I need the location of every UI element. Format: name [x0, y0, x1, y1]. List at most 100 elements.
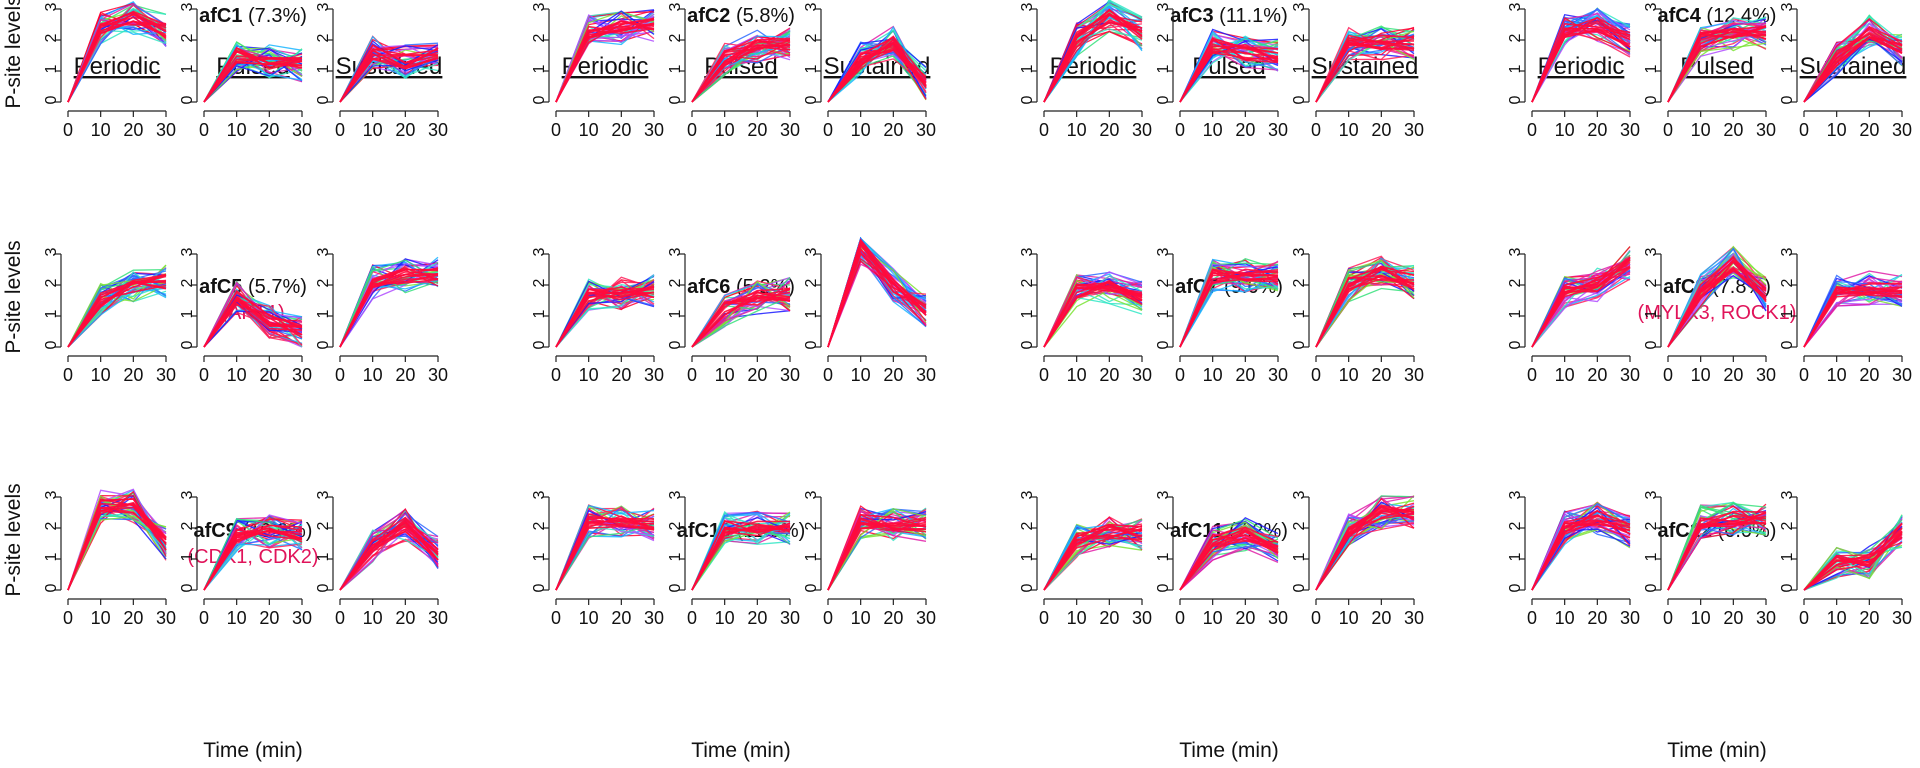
x-tick-label: 30 [292, 120, 312, 140]
y-tick-label: 1 [667, 552, 684, 561]
x-tick-label: 10 [1203, 608, 1223, 628]
cluster-name: afC1 [199, 5, 242, 27]
x-tick-label: 0 [1039, 120, 1049, 140]
x-tick-label: 20 [1587, 365, 1607, 385]
y-tick-label: 1 [803, 309, 820, 318]
y-tick-label: 2 [1155, 521, 1172, 530]
series-line-pulsed [691, 46, 791, 103]
x-tick-label: 0 [199, 365, 209, 385]
y-tick-label: 0 [315, 340, 332, 349]
x-tick-label: 0 [199, 120, 209, 140]
y-tick-label: 0 [1019, 95, 1036, 104]
x-tick-label: 20 [1235, 120, 1255, 140]
x-tick-label: 10 [1827, 365, 1847, 385]
x-tick-label: 20 [883, 365, 903, 385]
x-tick-label: 30 [292, 608, 312, 628]
y-tick-label: 3 [1291, 2, 1308, 11]
x-tick-label: 0 [687, 608, 697, 628]
y-tick-label: 0 [1507, 340, 1524, 349]
series-line-pulsed [691, 297, 791, 348]
y-tick-label: 1 [531, 309, 548, 318]
y-tick-label: 2 [179, 521, 196, 530]
profile-line [691, 511, 791, 591]
x-tick-label: 10 [91, 365, 111, 385]
x-tick-label: 30 [428, 608, 448, 628]
x-tick-label: 0 [1799, 608, 1809, 628]
series-line-pulsed [1179, 526, 1279, 591]
y-tick-label: 1 [1019, 309, 1036, 318]
x-tick-label: 0 [1799, 365, 1809, 385]
y-tick-label: 0 [43, 583, 60, 592]
x-tick-label: 20 [1723, 365, 1743, 385]
x-tick-label: 10 [1067, 608, 1087, 628]
x-tick-label: 30 [1892, 608, 1912, 628]
y-tick-label: 3 [43, 490, 60, 499]
x-tick-label: 10 [579, 365, 599, 385]
y-tick-label: 3 [1155, 490, 1172, 499]
y-tick-label: 1 [43, 309, 60, 318]
series-line-pulsed [203, 289, 303, 348]
profile-line [67, 0, 167, 103]
y-tick-label: 1 [179, 309, 196, 318]
series-line-sustained [827, 38, 927, 103]
y-tick-label: 3 [1779, 247, 1796, 256]
profile-line [1179, 276, 1279, 348]
y-tick-label: 1 [43, 552, 60, 561]
x-tick-label: 20 [1235, 365, 1255, 385]
x-tick-label: 10 [227, 608, 247, 628]
profile-line [555, 14, 655, 103]
y-tick-label: 3 [179, 247, 196, 256]
x-tick-label: 10 [227, 120, 247, 140]
y-tick-label: 2 [667, 33, 684, 42]
y-tick-label: 2 [43, 33, 60, 42]
x-tick-label: 0 [1311, 608, 1321, 628]
profile-line [1531, 503, 1631, 591]
series-line-periodic [555, 513, 655, 591]
y-tick-label: 0 [1779, 340, 1796, 349]
y-tick-label: 3 [179, 490, 196, 499]
y-tick-label: 3 [1291, 490, 1308, 499]
y-tick-label: 0 [531, 95, 548, 104]
x-tick-label: 20 [259, 120, 279, 140]
x-tick-label: 10 [1555, 608, 1575, 628]
x-tick-label: 30 [916, 120, 936, 140]
series-line-sustained [339, 49, 439, 103]
x-tick-label: 0 [63, 608, 73, 628]
series-line-sustained [339, 44, 439, 103]
y-axis-label: P-site levels [2, 483, 25, 596]
x-tick-label: 0 [823, 608, 833, 628]
x-tick-label: 10 [363, 120, 383, 140]
y-tick-label: 2 [179, 278, 196, 287]
cluster-title: afC1 (7.3%) [199, 5, 307, 27]
x-tick-label: 20 [395, 608, 415, 628]
y-tick-label: 1 [1155, 64, 1172, 73]
y-tick-label: 3 [803, 247, 820, 256]
y-tick-label: 3 [531, 2, 548, 11]
x-tick-label: 30 [1620, 608, 1640, 628]
cluster-name: afC4 [1658, 5, 1702, 27]
y-tick-label: 3 [1019, 247, 1036, 256]
x-tick-label: 20 [883, 608, 903, 628]
x-tick-label: 30 [644, 365, 664, 385]
x-tick-label: 0 [335, 120, 345, 140]
x-tick-label: 0 [335, 365, 345, 385]
y-tick-label: 2 [43, 521, 60, 530]
x-tick-label: 20 [1235, 608, 1255, 628]
y-tick-label: 0 [1291, 583, 1308, 592]
x-tick-label: 30 [156, 365, 176, 385]
cluster-title: afC5 (5.7%) [199, 276, 307, 298]
y-tick-label: 3 [1507, 247, 1524, 256]
y-tick-label: 1 [1291, 64, 1308, 73]
